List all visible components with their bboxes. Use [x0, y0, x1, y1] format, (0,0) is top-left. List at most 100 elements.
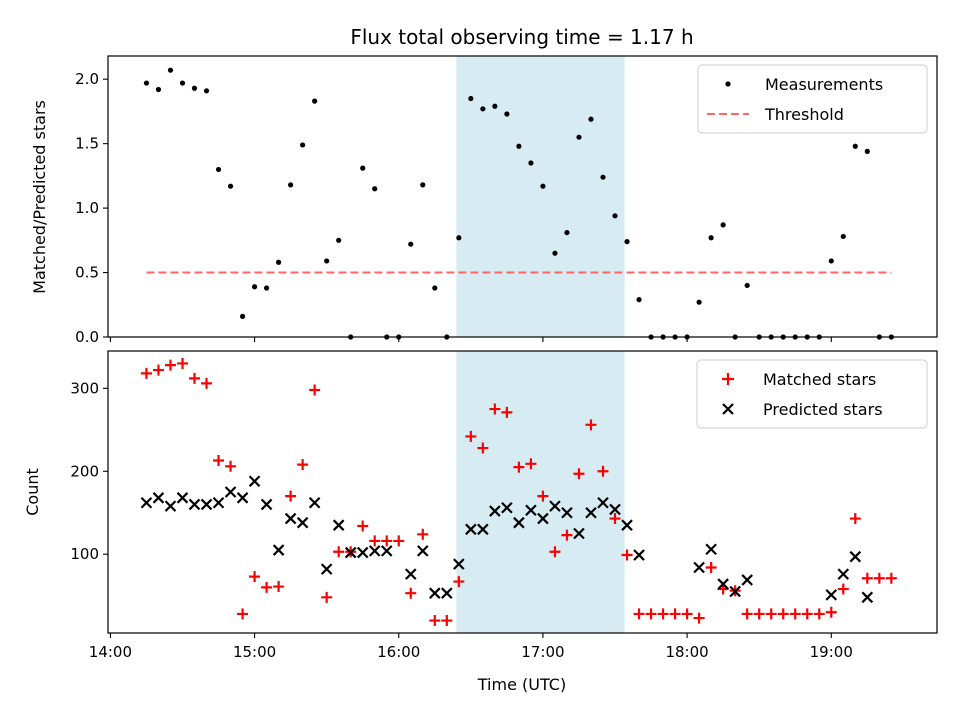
matched-star-point	[297, 459, 309, 471]
matched-star-point	[669, 608, 681, 620]
predicted-star-point	[453, 558, 465, 570]
top-x-ticks	[109, 337, 832, 342]
predicted-star-point	[693, 561, 705, 574]
bottom-panel: 100 200 300 14:00 15:00 16:00 17:00 18:00 19:00…	[23, 350, 938, 694]
predicted-star-point	[284, 512, 297, 525]
measurement-point	[336, 237, 342, 243]
measurement-point	[564, 229, 570, 236]
predicted-star-point	[537, 512, 549, 525]
measurement-point	[167, 67, 174, 73]
top-legend: Measurements Threshold	[697, 64, 928, 134]
bot-y-tick-label: 100	[70, 545, 99, 563]
measurement-point	[708, 235, 714, 241]
matched-stars-points	[140, 357, 897, 627]
measurement-point	[432, 285, 438, 291]
predicted-star-point	[837, 568, 850, 580]
legend-matched-marker	[722, 373, 734, 385]
matched-star-point	[705, 561, 717, 573]
x-tick-label: 17:00	[521, 643, 564, 661]
measurement-point	[468, 95, 474, 102]
matched-star-point	[176, 357, 188, 369]
measurement-point	[276, 259, 282, 265]
predicted-star-point	[260, 498, 273, 511]
matched-star-point	[321, 591, 333, 603]
matched-star-point	[201, 377, 213, 389]
predicted-star-point	[272, 544, 285, 556]
x-tick-label: 18:00	[665, 643, 708, 661]
matched-star-point	[825, 606, 837, 618]
predicted-star-point	[248, 475, 261, 487]
predicted-star-point	[549, 500, 561, 512]
matched-star-point	[405, 587, 417, 599]
matched-star-point	[261, 581, 273, 593]
bottom-legend-box	[696, 359, 928, 429]
predicted-star-point	[741, 574, 753, 586]
matched-star-point	[513, 461, 525, 473]
matched-star-point	[381, 535, 393, 547]
legend-measurements-label: Measurements	[765, 75, 883, 94]
matched-star-point	[453, 576, 465, 588]
matched-star-point	[789, 608, 801, 620]
x-tick-label: 16:00	[377, 643, 420, 661]
chart-title: Flux total observing time = 1.17 h	[350, 25, 693, 49]
matched-star-point	[693, 612, 705, 624]
measurement-point	[504, 111, 510, 117]
predicted-star-point	[380, 545, 393, 557]
matched-star-point	[657, 608, 669, 620]
bot-y-tick-label: 200	[70, 462, 99, 480]
predicted-star-point	[332, 519, 345, 531]
predicted-star-point	[429, 587, 441, 599]
measurement-point	[540, 183, 546, 189]
top-highlight-span	[456, 56, 625, 337]
measurement-point	[360, 165, 366, 171]
matched-star-point	[597, 465, 609, 477]
matched-star-point	[525, 458, 537, 470]
legend-predicted-label: Predicted stars	[763, 400, 883, 419]
bottom-x-ticks: 14:00 15:00 16:00 17:00 18:00 19:00	[89, 633, 853, 661]
predicted-star-point	[368, 545, 381, 557]
matched-star-point	[645, 608, 657, 620]
matched-star-point	[213, 454, 225, 466]
matched-star-point	[164, 359, 176, 371]
predicted-star-point	[188, 498, 201, 511]
measurement-point	[852, 143, 858, 149]
predicted-star-point	[861, 591, 874, 604]
measurement-point	[203, 88, 210, 94]
predicted-star-point	[404, 568, 417, 580]
predicted-star-point	[825, 589, 838, 601]
measurement-point	[588, 116, 594, 122]
x-tick-label: 14:00	[89, 643, 132, 661]
measurement-point	[552, 250, 558, 256]
measurement-point	[456, 235, 462, 241]
legend-predicted-marker	[722, 403, 734, 415]
matched-star-point	[633, 608, 645, 620]
bottom-y-ticks: 100 200 300	[70, 379, 108, 563]
measurement-point	[516, 143, 522, 149]
measurement-point	[227, 183, 234, 189]
measurement-point	[492, 103, 498, 109]
measurement-point	[720, 222, 726, 228]
measurement-point	[191, 85, 198, 91]
matched-star-point	[393, 535, 405, 547]
predicted-star-point	[717, 578, 729, 590]
predicted-star-point	[164, 500, 177, 512]
matched-star-point	[309, 384, 321, 396]
measurement-point	[288, 182, 294, 188]
measurement-point	[624, 239, 630, 245]
matched-star-point	[273, 581, 285, 593]
predicted-stars-points	[140, 475, 874, 604]
measurement-point	[576, 134, 582, 140]
measurement-point	[828, 258, 834, 264]
predicted-star-point	[296, 516, 309, 529]
matched-star-point	[333, 546, 345, 558]
measurement-point	[215, 166, 222, 173]
predicted-star-point	[501, 501, 513, 514]
predicted-star-point	[465, 523, 477, 536]
measurement-point	[420, 182, 426, 188]
top-y-tick-label: 1.0	[75, 199, 99, 217]
matched-star-point	[861, 572, 873, 584]
measurement-point	[480, 106, 486, 112]
matched-star-point	[225, 460, 237, 472]
top-y-ticks: 0.0 0.5 1.0 1.5 2.0	[75, 70, 108, 346]
matched-star-point	[357, 520, 369, 532]
